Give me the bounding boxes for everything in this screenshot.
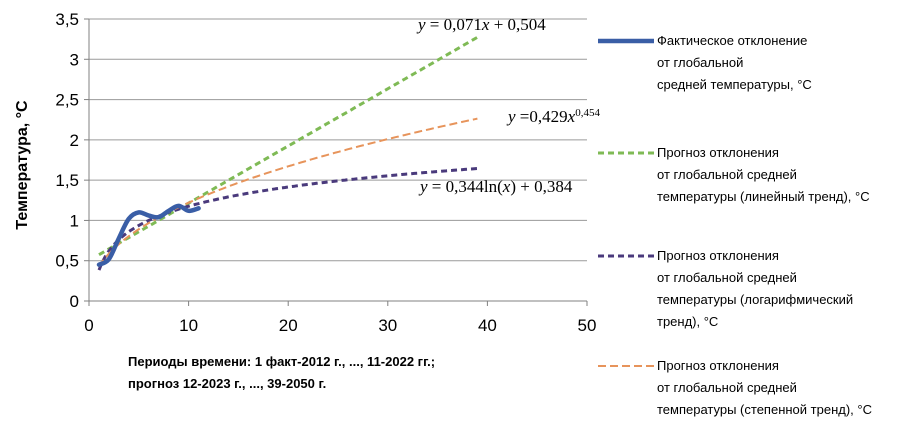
- legend-swatch-linear: [598, 151, 654, 155]
- trend-equation: y = 0,344ln(x) + 0,384: [418, 177, 573, 196]
- y-axis-label: Температура, °С: [14, 100, 31, 230]
- y-tick-label: 2,5: [55, 91, 79, 110]
- y-tick-label: 2: [70, 131, 79, 150]
- x-axis-label: Периоды времени: 1 факт-2012 г., ..., 11…: [128, 351, 528, 395]
- y-tick-label: 0: [70, 292, 79, 311]
- y-tick-labels: 0 0,5 1 1,5 2 2,5 3 3,5: [55, 10, 79, 311]
- x-axis-label-line-2: прогноз 12-2023 г., ..., 39-2050 г.: [128, 376, 327, 391]
- x-tick-label: 30: [378, 316, 397, 335]
- series-line-log: [97, 167, 478, 271]
- legend-label-power: Прогноз отклонения от глобальной средней…: [657, 358, 872, 417]
- x-axis-label-line-1: Периоды времени: 1 факт-2012 г., ..., 11…: [128, 354, 436, 369]
- trend-equation: y = 0,071x + 0,504: [416, 15, 546, 34]
- legend-label-linear: Прогноз отклонения от глобальной средней…: [657, 145, 870, 204]
- legend-swatch-log: [598, 254, 654, 258]
- y-tick-label: 1,5: [55, 171, 79, 190]
- trend-equation: y =0,429x0,454: [506, 107, 600, 126]
- axes: [88, 19, 587, 302]
- legend-swatch-actual: [598, 38, 654, 44]
- x-tick-label: 40: [478, 316, 497, 335]
- y-tick-label: 1: [70, 211, 79, 230]
- y-tick-label: 3: [70, 50, 79, 69]
- y-tick-label: 0,5: [55, 252, 79, 271]
- legend-label-actual: Фактическое отклонение от глобальной сре…: [657, 33, 812, 92]
- legend-label-log: Прогноз отклонения от глобальной средней…: [657, 248, 854, 329]
- series-lines: [96, 36, 479, 271]
- series-line-power: [98, 117, 478, 267]
- y-tick-label: 3,5: [55, 10, 79, 29]
- gridlines: [84, 18, 588, 306]
- legend-swatch-power: [598, 365, 654, 367]
- series-line-linear: [98, 36, 479, 256]
- x-tick-label: 0: [84, 316, 93, 335]
- series-line-actual: [96, 203, 201, 267]
- x-tick-label: 10: [179, 316, 198, 335]
- x-tick-label: 50: [578, 316, 597, 335]
- trend-equations: y = 0,071x + 0,504 y =0,429x0,454 y = 0,34…: [416, 15, 600, 196]
- x-tick-label: 20: [279, 316, 298, 335]
- x-tick-labels: 0 10 20 30 40 50: [84, 316, 596, 335]
